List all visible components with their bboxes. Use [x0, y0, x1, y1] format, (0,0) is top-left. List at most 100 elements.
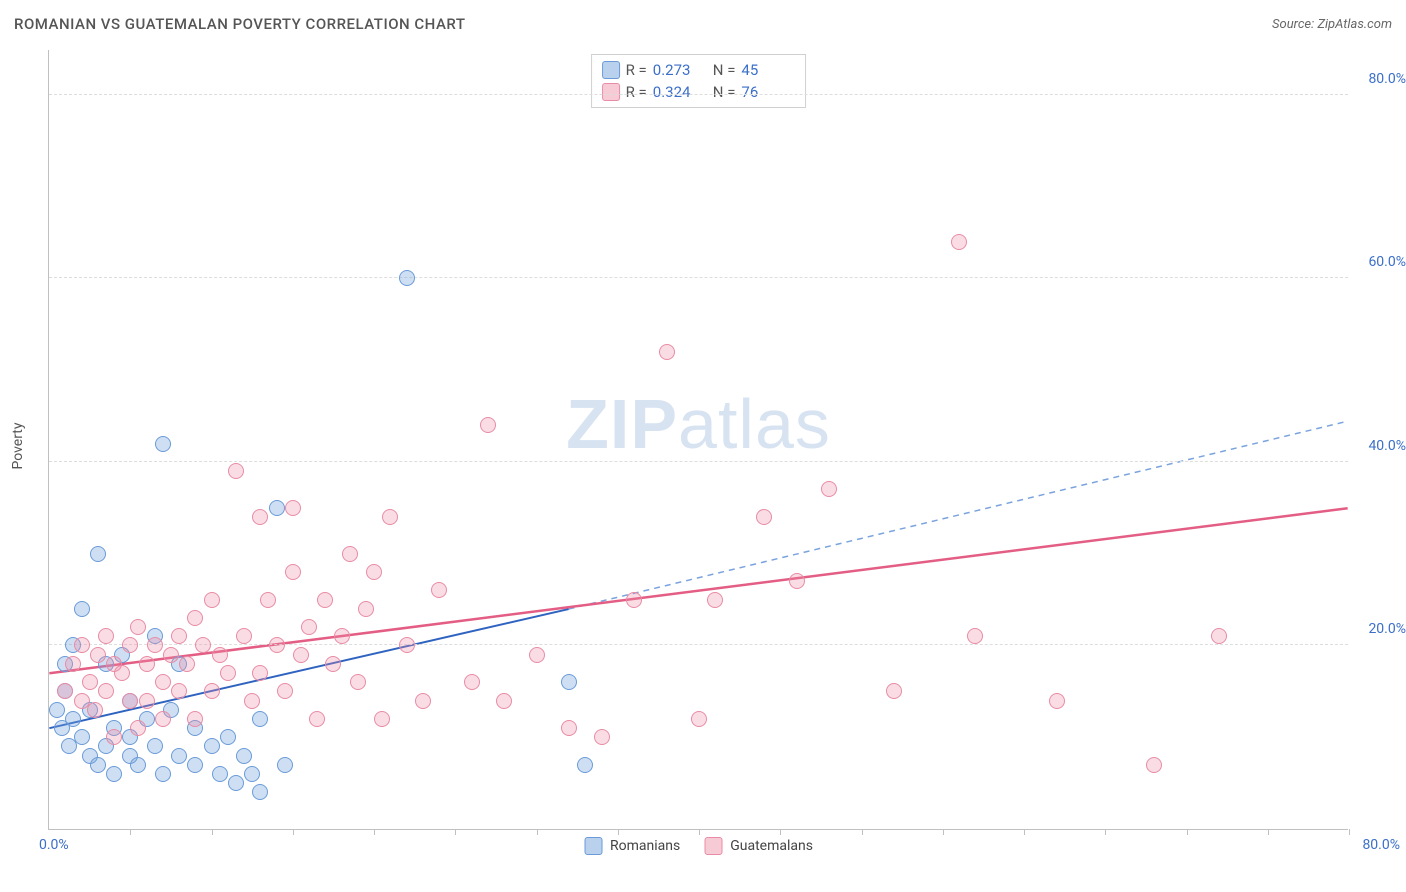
- data-point: [951, 234, 967, 250]
- data-point: [691, 711, 707, 727]
- data-point: [358, 601, 374, 617]
- data-point: [277, 683, 293, 699]
- chart-container: ROMANIAN VS GUATEMALAN POVERTY CORRELATI…: [0, 0, 1406, 892]
- stat-n-value: 45: [741, 61, 785, 79]
- legend-swatch: [602, 61, 620, 79]
- grid-line: [49, 94, 1348, 95]
- grid-line: [49, 277, 1348, 278]
- stat-r-label: R =: [626, 83, 647, 101]
- data-point: [317, 592, 333, 608]
- data-point: [374, 711, 390, 727]
- data-point: [382, 509, 398, 525]
- data-point: [277, 757, 293, 773]
- data-point: [65, 656, 81, 672]
- data-point: [82, 674, 98, 690]
- data-point: [309, 711, 325, 727]
- grid-line: [49, 461, 1348, 462]
- x-tick: [293, 829, 294, 835]
- data-point: [269, 500, 285, 516]
- data-point: [212, 766, 228, 782]
- data-point: [789, 573, 805, 589]
- data-point: [130, 757, 146, 773]
- data-point: [87, 702, 103, 718]
- data-point: [171, 628, 187, 644]
- x-tick: [455, 829, 456, 835]
- data-point: [179, 656, 195, 672]
- data-point: [155, 674, 171, 690]
- data-point: [269, 637, 285, 653]
- chart-title: ROMANIAN VS GUATEMALAN POVERTY CORRELATI…: [14, 15, 465, 33]
- y-tick-label: 40.0%: [1356, 438, 1406, 454]
- data-point: [577, 757, 593, 773]
- stats-legend: R = 0.273 N = 45 R =0.324N =76: [591, 54, 807, 108]
- trend-line: [49, 508, 1347, 673]
- data-point: [886, 683, 902, 699]
- legend-label: Romanians: [610, 838, 680, 854]
- data-point: [244, 766, 260, 782]
- data-point: [204, 683, 220, 699]
- data-point: [285, 564, 301, 580]
- y-axis-title: Poverty: [10, 422, 26, 469]
- y-tick-label: 60.0%: [1356, 254, 1406, 270]
- data-point: [163, 647, 179, 663]
- source-prefix: Source:: [1272, 17, 1317, 32]
- stats-row: R =0.324N =76: [602, 81, 796, 103]
- data-point: [220, 729, 236, 745]
- x-origin-label: 0.0%: [39, 837, 69, 853]
- stat-n-label: N =: [713, 61, 736, 79]
- data-point: [74, 601, 90, 617]
- data-point: [228, 463, 244, 479]
- data-point: [236, 628, 252, 644]
- data-point: [74, 637, 90, 653]
- data-point: [366, 564, 382, 580]
- data-point: [57, 683, 73, 699]
- data-point: [106, 766, 122, 782]
- data-point: [594, 729, 610, 745]
- data-point: [195, 637, 211, 653]
- data-point: [252, 509, 268, 525]
- data-point: [155, 711, 171, 727]
- data-point: [171, 748, 187, 764]
- watermark: ZIPatlas: [566, 384, 831, 464]
- data-point: [155, 766, 171, 782]
- data-point: [480, 417, 496, 433]
- data-point: [147, 738, 163, 754]
- data-point: [147, 637, 163, 653]
- x-tick: [618, 829, 619, 835]
- data-point: [561, 720, 577, 736]
- stats-row: R =0.273N =45: [602, 59, 796, 81]
- watermark-bold: ZIP: [566, 385, 678, 463]
- y-tick-label: 80.0%: [1356, 71, 1406, 87]
- data-point: [1146, 757, 1162, 773]
- data-point: [187, 711, 203, 727]
- data-point: [236, 748, 252, 764]
- data-point: [415, 693, 431, 709]
- data-point: [496, 693, 512, 709]
- legend-swatch: [602, 83, 620, 101]
- data-point: [342, 546, 358, 562]
- data-point: [967, 628, 983, 644]
- legend-item: Guatemalans: [704, 837, 813, 855]
- data-point: [1049, 693, 1065, 709]
- data-point: [106, 729, 122, 745]
- data-point: [90, 757, 106, 773]
- legend-label: Guatemalans: [730, 838, 813, 854]
- data-point: [399, 270, 415, 286]
- data-point: [155, 436, 171, 452]
- data-point: [707, 592, 723, 608]
- legend-swatch: [704, 837, 722, 855]
- x-tick: [212, 829, 213, 835]
- data-point: [98, 683, 114, 699]
- x-tick: [1349, 829, 1350, 835]
- data-point: [204, 738, 220, 754]
- source-credit: Source: ZipAtlas.com: [1272, 17, 1392, 32]
- stat-r-value: 0.273: [653, 61, 697, 79]
- legend-swatch: [584, 837, 602, 855]
- legend-item: Romanians: [584, 837, 680, 855]
- data-point: [285, 500, 301, 516]
- stat-n-value: 76: [741, 83, 785, 101]
- data-point: [187, 757, 203, 773]
- data-point: [431, 582, 447, 598]
- data-point: [325, 656, 341, 672]
- x-tick: [1024, 829, 1025, 835]
